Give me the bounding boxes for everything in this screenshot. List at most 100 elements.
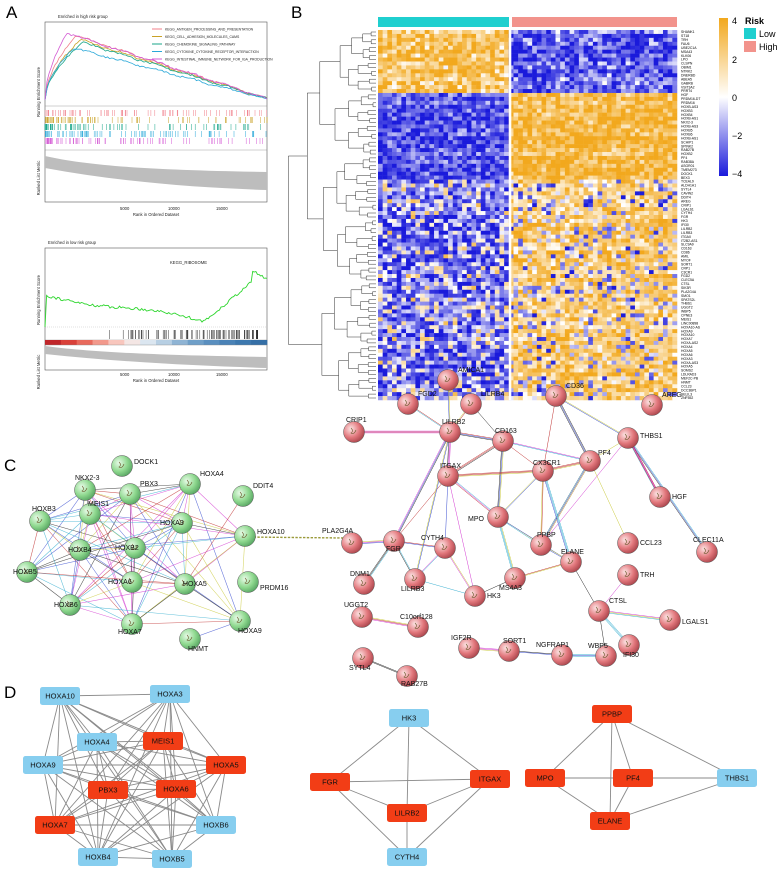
heatmap-cell	[490, 148, 496, 153]
heatmap-cell	[560, 203, 566, 208]
heatmap-cell	[658, 183, 664, 188]
heatmap-cell	[378, 218, 383, 224]
heatmap-cell	[536, 57, 542, 62]
heatmap-cell	[513, 187, 519, 192]
heatmap-cell	[634, 163, 640, 169]
heatmap-cell	[667, 191, 673, 196]
heatmap-cell	[499, 65, 505, 70]
heatmap-cell	[560, 171, 566, 176]
heatmap-cell	[387, 30, 393, 35]
heatmap-cell	[410, 254, 416, 259]
heatmap-cell	[518, 57, 524, 62]
heatmap-cell	[485, 234, 491, 239]
heatmap-cell	[522, 69, 528, 74]
heatmap-cell	[452, 152, 458, 157]
heatmap-cell	[401, 226, 407, 231]
heatmap-cell	[560, 73, 566, 78]
heatmap-cell	[480, 53, 486, 58]
heatmap-cell	[420, 132, 425, 137]
heatmap-cell	[452, 69, 458, 74]
heatmap-cell	[504, 183, 510, 188]
heatmap-cell	[606, 266, 612, 271]
heatmap-cell	[518, 112, 524, 117]
heatmap-cell	[387, 218, 393, 224]
heatmap-cell	[648, 49, 654, 54]
heatmap-cell	[592, 155, 598, 161]
heatmap-cell	[485, 108, 491, 113]
dendrogram-branch	[361, 285, 373, 294]
heatmap-cell	[555, 57, 561, 62]
heatmap-cell	[476, 85, 482, 90]
dendrogram-branch	[319, 61, 341, 125]
heatmap-cell	[597, 89, 603, 94]
heatmap-cell	[630, 215, 636, 220]
heatmap-cell	[396, 234, 402, 239]
heatmap-cell	[434, 226, 439, 231]
heatmap-cell	[658, 171, 664, 176]
heatmap-cell	[480, 211, 486, 216]
heatmap-cell	[387, 132, 393, 137]
heatmap-cell	[658, 104, 664, 109]
heatmap-cell	[462, 254, 468, 259]
heatmap-cell	[541, 238, 547, 243]
heatmap-cell	[424, 203, 430, 208]
heatmap-cell	[644, 65, 650, 70]
heatmap-cell	[504, 41, 510, 46]
heatmap-cell	[396, 289, 402, 294]
heatmap-cell	[471, 191, 477, 196]
heatmap-cell	[415, 285, 421, 291]
heatmap-cell	[606, 226, 612, 231]
heatmap-cell	[494, 61, 500, 66]
heatmap-cell	[504, 285, 510, 291]
heatmap-cell	[476, 199, 482, 204]
heatmap-cell	[504, 100, 510, 106]
heatmap-cell	[578, 207, 584, 212]
gsea-curve-4	[44, 48, 268, 101]
heatmap-cell	[392, 45, 397, 50]
heatmap-cell	[476, 242, 482, 247]
heatmap-cell	[457, 274, 463, 279]
heatmap-cell	[672, 92, 678, 98]
heatmap-cell	[471, 53, 477, 58]
heatmap-cell	[564, 230, 570, 235]
heatmap-cell	[550, 163, 556, 169]
heatmap-cell	[658, 128, 664, 133]
heatmap-cell	[378, 155, 383, 161]
heatmap-cell	[602, 215, 608, 220]
heatmap-cell	[616, 211, 622, 216]
heatmap-cell	[630, 152, 636, 157]
heatmap-cell	[536, 148, 542, 153]
heatmap-cell	[513, 207, 519, 212]
heatmap-cell	[634, 179, 640, 184]
gsea-legend-entry: KEGG_CHEMOKINE_SIGNALING_PATHWAY	[165, 42, 236, 46]
heatmap-cell	[378, 222, 383, 228]
heatmap-cell	[448, 207, 453, 212]
heatmap-cell	[606, 104, 612, 109]
heatmap-cell	[448, 258, 453, 263]
heatmap-cell	[476, 116, 482, 121]
heatmap-cell	[392, 195, 397, 200]
heatmap-cell	[588, 104, 594, 109]
heatmap-cell	[522, 187, 528, 192]
heatmap-cell	[541, 89, 547, 94]
heatmap-cell	[438, 108, 444, 113]
heatmap-cell	[658, 96, 664, 102]
heatmap-cell	[536, 203, 542, 208]
heatmap-cell	[583, 203, 589, 208]
heatmap-cell	[429, 45, 435, 50]
heatmap-cell	[522, 112, 528, 117]
heatmap-cell	[662, 81, 668, 86]
heatmap-cell	[564, 179, 570, 184]
heatmap-cell	[452, 171, 458, 176]
heatmap-cell	[620, 96, 626, 102]
heatmap-cell	[499, 222, 505, 228]
heatmap-cell	[560, 159, 566, 165]
heatmap-cell	[387, 144, 393, 149]
heatmap-cell	[574, 171, 580, 176]
heatmap-cell	[616, 37, 622, 43]
heatmap-cell	[382, 96, 388, 102]
heatmap-cell	[662, 285, 668, 291]
heatmap-cell	[429, 140, 435, 145]
heatmap-cell	[541, 187, 547, 192]
